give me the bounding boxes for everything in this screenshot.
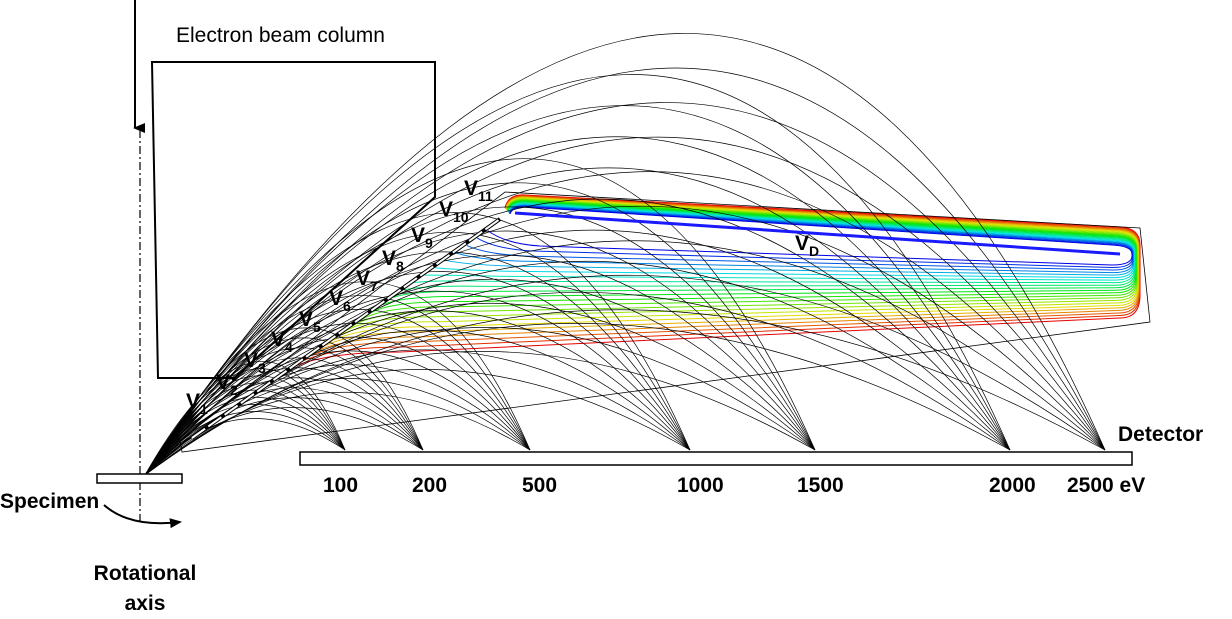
trajectory: [144, 302, 816, 476]
electrode-label: V6: [329, 287, 351, 314]
symbol: V: [795, 232, 809, 255]
trajectory: [144, 171, 1106, 476]
energy-label: 500: [522, 474, 557, 497]
contour: [393, 201, 1136, 298]
symbol: V: [329, 287, 343, 310]
subscript: 6: [343, 298, 351, 314]
trajectory: [144, 260, 1011, 476]
trajectory: [144, 364, 531, 476]
trajectory: [144, 279, 816, 476]
electrode-label: V9: [411, 224, 433, 251]
trajectory: [144, 198, 1011, 476]
symbol: V: [439, 198, 453, 221]
trajectory: [144, 361, 346, 476]
trajectory: [144, 230, 816, 476]
electrode-label: V11: [464, 177, 493, 204]
trajectory: [144, 205, 1106, 476]
symbol: V: [356, 267, 370, 290]
energy-label: 2500 eV: [1067, 474, 1145, 497]
rotation-label: Rotational: [94, 562, 197, 585]
deflector-label: VD: [795, 232, 819, 259]
specimen: [96, 473, 183, 484]
trajectory: [144, 309, 1106, 476]
trajectory: [144, 232, 691, 476]
energy-label: 200: [412, 474, 447, 497]
energy-label: 1000: [677, 474, 724, 497]
symbol: V: [186, 390, 200, 413]
symbol: V: [244, 349, 258, 372]
trajectory: [144, 105, 1011, 476]
trajectory: [144, 136, 1106, 476]
subscript: 4: [285, 339, 293, 355]
trajectories: [144, 33, 1106, 476]
symbol: V: [299, 308, 313, 331]
subscript: 2: [230, 382, 238, 398]
trajectory: [144, 281, 531, 476]
electrode-label: V4: [271, 328, 293, 355]
energy-label: 1500: [797, 474, 844, 497]
symbol: V: [216, 371, 230, 394]
trajectory: [144, 212, 691, 476]
electrode-label: V3: [244, 349, 266, 376]
subscript: 10: [453, 209, 469, 225]
electrode-label: V5: [299, 308, 321, 335]
specimen-label: Specimen: [0, 490, 99, 513]
deflector-electrode: [514, 211, 1121, 256]
trajectory: [144, 347, 424, 476]
electrode-label: V8: [382, 247, 404, 274]
electrode-label: V10: [439, 198, 469, 225]
subscript: 3: [258, 360, 266, 376]
contour: [445, 204, 1135, 276]
trajectory: [144, 167, 1011, 476]
electrode-label: V1: [186, 390, 208, 417]
trajectory: [144, 102, 1106, 476]
symbol: V: [382, 247, 396, 270]
symbol: V: [411, 224, 425, 247]
trajectory: [144, 254, 816, 476]
column-label: Electron beam column: [176, 24, 385, 47]
analyser-outline: [179, 191, 1151, 453]
subscript: 11: [478, 188, 493, 204]
trajectory: [144, 378, 531, 476]
subscript: 5: [313, 319, 321, 335]
contour: [435, 203, 1135, 279]
subscript: 8: [396, 258, 404, 274]
rotation-label: axis: [125, 592, 166, 615]
electrode-label: V2: [216, 371, 238, 398]
trajectory: [144, 136, 1011, 476]
energy-label: 2000: [989, 474, 1036, 497]
trajectory: [144, 251, 691, 476]
electrode-strip-gaps: [191, 218, 501, 439]
trajectory: [144, 240, 1106, 476]
trajectory: [144, 229, 1011, 476]
detector: [299, 451, 1133, 466]
detector-label: Detector: [1118, 423, 1203, 446]
rotation-arrow: [103, 504, 182, 529]
trajectory: [144, 158, 816, 476]
energy-labels: 100 200 500 1000 1500 2000 2500 eV: [323, 474, 1145, 497]
trajectory: [144, 350, 531, 476]
trajectory: [144, 67, 1106, 476]
subscript: D: [809, 243, 819, 259]
trajectory: [144, 33, 1106, 476]
trajectory: [144, 206, 816, 476]
symbol: V: [271, 328, 285, 351]
symbol: V: [464, 177, 478, 200]
column-outline: [150, 61, 436, 381]
subscript: 1: [200, 401, 208, 417]
subscript: 9: [425, 235, 433, 251]
subscript: 7: [370, 278, 378, 294]
electrode-label: V7: [356, 267, 378, 294]
energy-label: 100: [323, 474, 358, 497]
trajectory: [144, 357, 424, 476]
